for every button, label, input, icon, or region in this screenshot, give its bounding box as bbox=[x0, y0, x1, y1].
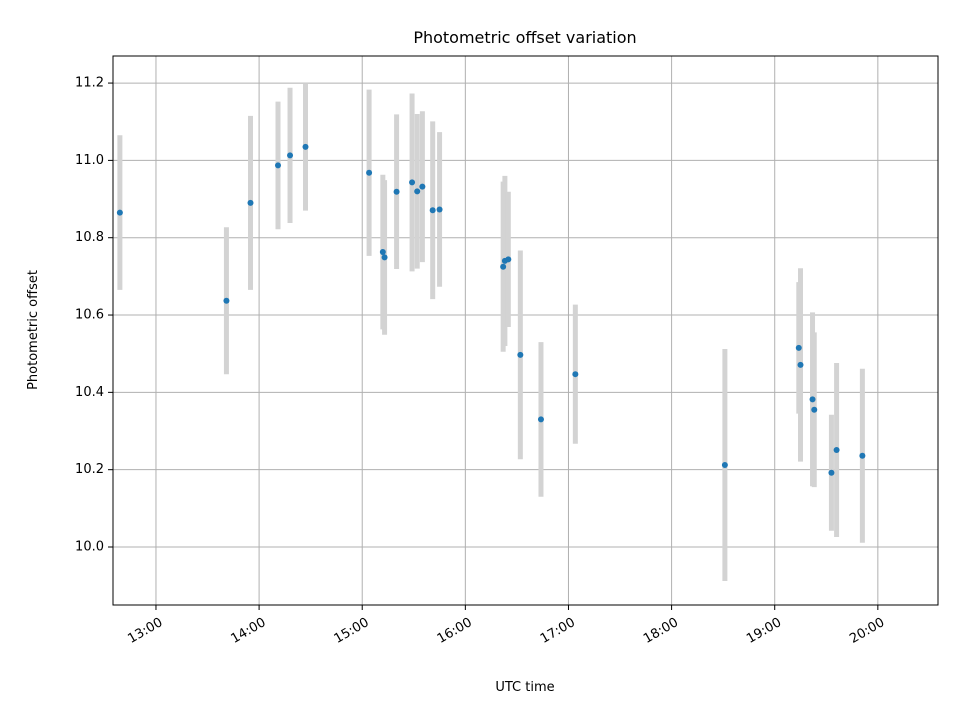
data-point bbox=[828, 469, 835, 476]
y-tick-label: 10.2 bbox=[75, 462, 104, 477]
data-point bbox=[429, 207, 436, 214]
data-point bbox=[572, 371, 579, 378]
y-tick-label: 10.8 bbox=[75, 230, 104, 245]
data-point bbox=[381, 254, 388, 261]
data-point bbox=[366, 169, 373, 176]
x-axis-label: UTC time bbox=[495, 680, 554, 695]
data-point bbox=[859, 452, 866, 459]
chart-title: Photometric offset variation bbox=[413, 28, 636, 47]
data-point bbox=[797, 361, 804, 368]
data-point bbox=[393, 188, 400, 195]
data-point bbox=[275, 162, 281, 169]
data-point bbox=[247, 199, 254, 206]
y-axis-label: Photometric offset bbox=[26, 270, 41, 390]
data-point bbox=[302, 143, 309, 150]
data-point bbox=[517, 351, 524, 358]
data-point bbox=[414, 188, 421, 195]
data-point bbox=[287, 152, 294, 159]
y-tick-label: 11.0 bbox=[75, 153, 104, 168]
data-point bbox=[223, 297, 230, 304]
data-point bbox=[436, 206, 443, 213]
plot-frame bbox=[112, 55, 939, 606]
data-point bbox=[500, 263, 507, 270]
data-point bbox=[505, 256, 512, 263]
data-points bbox=[116, 143, 866, 476]
data-point bbox=[409, 179, 416, 186]
data-point bbox=[379, 249, 386, 256]
data-point bbox=[116, 209, 123, 216]
data-point bbox=[809, 396, 816, 403]
y-tick-label: 11.2 bbox=[75, 76, 104, 91]
data-point bbox=[795, 344, 802, 351]
data-point bbox=[419, 183, 426, 190]
data-point bbox=[721, 462, 728, 469]
y-tick-label: 10.0 bbox=[75, 540, 104, 555]
y-axis-ticks: 10.0 10.2 10.4 10.6 10.8 11.0 11.2 bbox=[75, 76, 113, 555]
y-tick-label: 10.6 bbox=[75, 308, 104, 323]
data-point bbox=[537, 416, 544, 423]
y-tick-label: 10.4 bbox=[75, 385, 104, 400]
data-point bbox=[811, 406, 818, 413]
data-point bbox=[833, 446, 840, 453]
